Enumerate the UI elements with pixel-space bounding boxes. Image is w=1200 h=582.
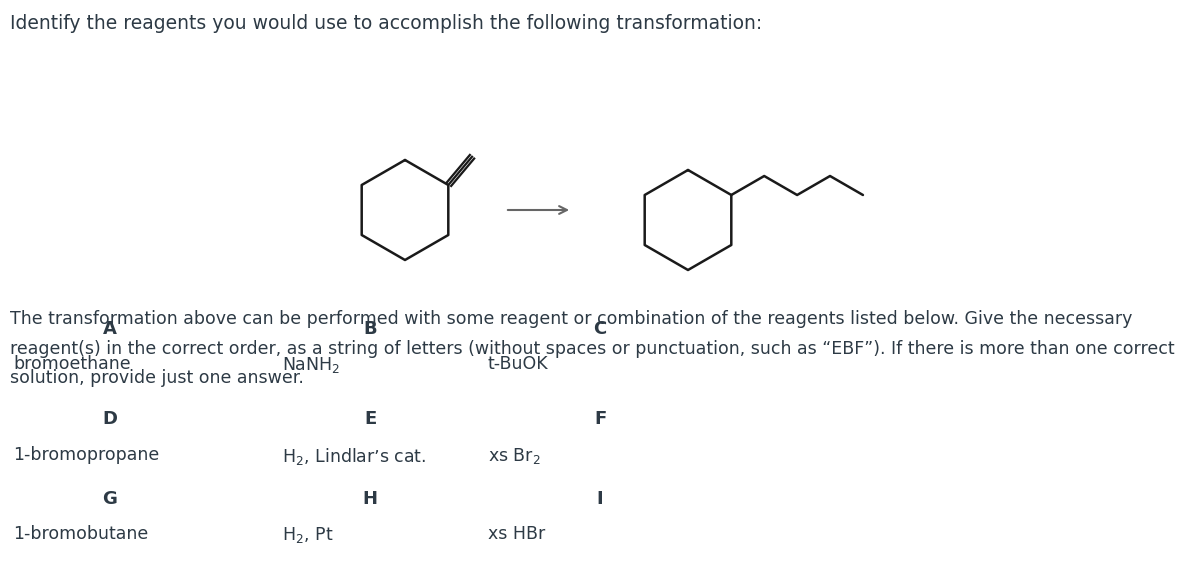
Text: 1-bromopropane: 1-bromopropane [13,446,160,464]
Text: B: B [364,320,377,338]
Text: F: F [594,410,606,428]
Text: C: C [593,320,607,338]
Text: H: H [362,490,378,508]
Text: H$_2$, Pt: H$_2$, Pt [282,525,334,545]
Text: E: E [364,410,376,428]
Text: bromoethane: bromoethane [13,355,131,373]
Text: xs HBr: xs HBr [488,525,545,543]
Text: G: G [102,490,118,508]
Text: reagent(s) in the correct order, as a string of letters (without spaces or punct: reagent(s) in the correct order, as a st… [10,339,1175,357]
Text: I: I [596,490,604,508]
Text: xs Br$_2$: xs Br$_2$ [488,446,540,466]
Text: Identify the reagents you would use to accomplish the following transformation:: Identify the reagents you would use to a… [10,14,762,33]
Text: solution, provide just one answer.: solution, provide just one answer. [10,369,304,387]
Text: NaNH$_2$: NaNH$_2$ [282,355,340,375]
Text: H$_2$, Lindlar’s cat.: H$_2$, Lindlar’s cat. [282,446,426,467]
Text: t-BuOK: t-BuOK [488,355,548,373]
Text: D: D [102,410,118,428]
Text: The transformation above can be performed with some reagent or combination of th: The transformation above can be performe… [10,310,1133,328]
Text: 1-bromobutane: 1-bromobutane [13,525,149,543]
Text: A: A [103,320,116,338]
